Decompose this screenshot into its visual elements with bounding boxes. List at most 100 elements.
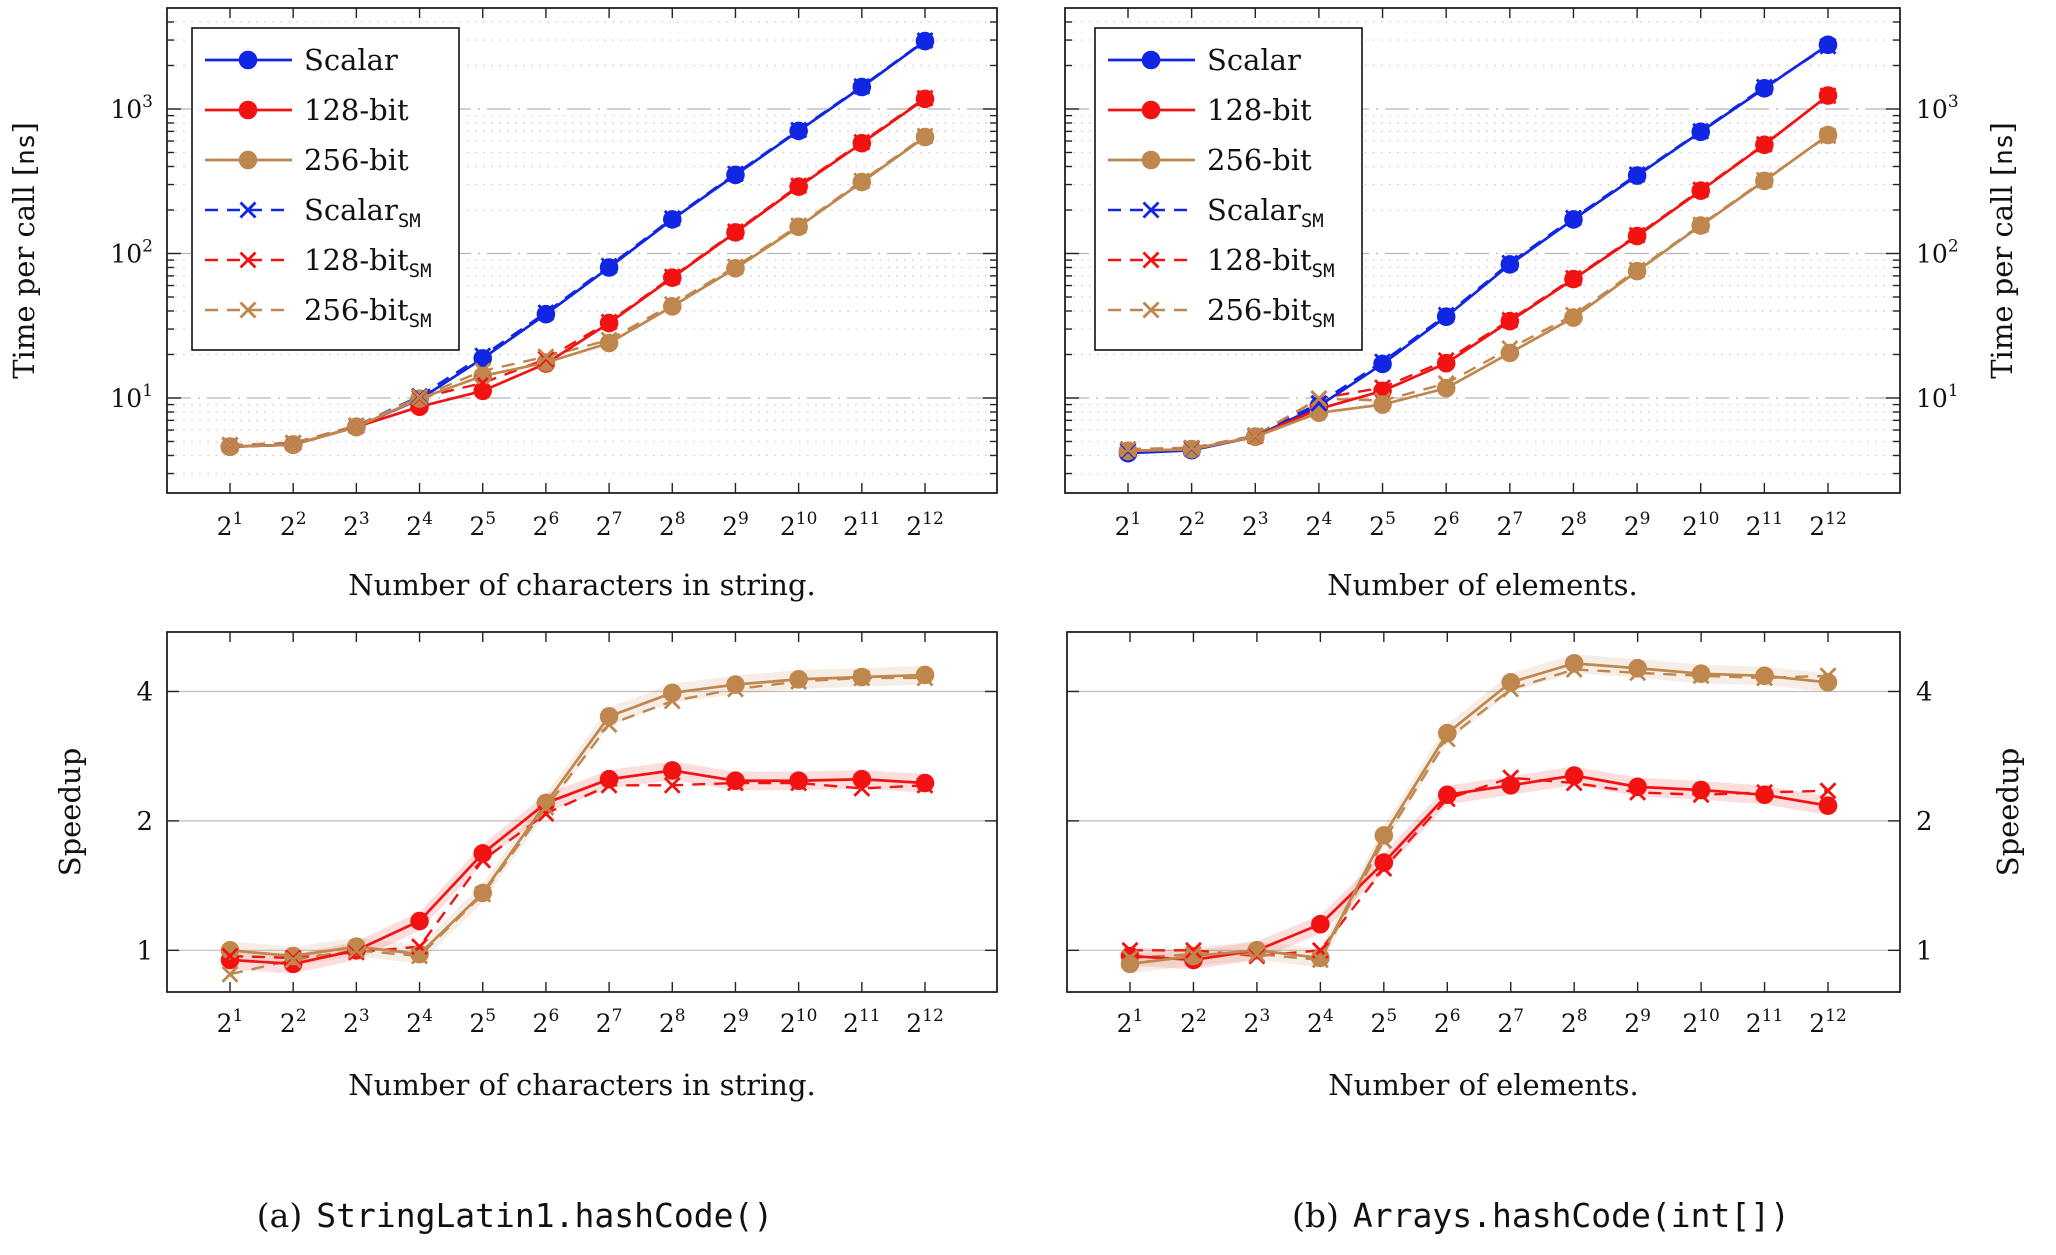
data-point-x bbox=[537, 798, 555, 816]
x-tick-label: 212 bbox=[906, 509, 944, 541]
data-point-x bbox=[221, 947, 239, 965]
x-tick-label: 23 bbox=[1242, 509, 1269, 541]
x-tick-label: 210 bbox=[1682, 509, 1720, 541]
y-tick-labels: 101 102 103 bbox=[1916, 92, 1959, 413]
legend-label: 256-bitSM bbox=[304, 293, 432, 332]
data-point-x bbox=[1374, 353, 1392, 371]
ticks bbox=[167, 632, 997, 992]
y-tick-labels: 101 102 103 bbox=[110, 92, 153, 413]
caption-a: (a) StringLatin1.hashCode() bbox=[0, 1196, 1030, 1235]
data-point-x bbox=[1564, 209, 1582, 227]
y-tick-labels: 1 2 4 bbox=[1916, 677, 1933, 966]
data-point-x bbox=[600, 716, 618, 734]
data-point bbox=[220, 941, 240, 960]
x-tick-label: 28 bbox=[1561, 1006, 1588, 1038]
series-bit128-band bbox=[230, 761, 925, 974]
x-tick-label: 28 bbox=[659, 1006, 686, 1038]
series-bit256-line bbox=[229, 673, 926, 958]
data-point-x bbox=[600, 257, 618, 275]
legend-label: 128-bitSM bbox=[1207, 243, 1335, 282]
data-point-x bbox=[790, 672, 808, 690]
legend-box bbox=[191, 27, 460, 351]
legend-label: 256-bit bbox=[304, 143, 409, 177]
series-bit128-band bbox=[1130, 766, 1828, 970]
x-tick-label: 26 bbox=[533, 509, 560, 541]
legend-label: 128-bit bbox=[304, 93, 409, 127]
series-bit256_sm-markers bbox=[1119, 127, 1837, 458]
data-point bbox=[536, 793, 556, 813]
data-point bbox=[662, 761, 682, 780]
x-tick-label: 210 bbox=[1682, 1006, 1720, 1038]
data-point bbox=[599, 333, 619, 353]
data-point-x bbox=[726, 222, 744, 240]
data-point-x bbox=[1375, 860, 1393, 877]
data-point-x bbox=[726, 165, 744, 183]
x-tick-label: 29 bbox=[722, 1006, 749, 1038]
legend-label: 128-bit bbox=[1207, 93, 1312, 127]
legend-label: 256-bit bbox=[1207, 143, 1312, 177]
legend-label: 256-bitSM bbox=[1207, 293, 1335, 332]
data-point bbox=[599, 769, 619, 789]
data-point bbox=[1374, 826, 1394, 845]
series-bit128-line bbox=[229, 769, 926, 966]
data-point-x bbox=[853, 133, 871, 151]
x-tick-label: 212 bbox=[906, 1006, 944, 1038]
x-axis-title: Number of elements. bbox=[1327, 568, 1637, 602]
data-point-x bbox=[663, 295, 681, 313]
data-point-x bbox=[600, 331, 618, 349]
data-point bbox=[1247, 941, 1267, 960]
data-point-x bbox=[1501, 254, 1519, 272]
data-point-x bbox=[1184, 941, 1202, 959]
data-point bbox=[1311, 914, 1330, 934]
data-point-x bbox=[600, 313, 618, 331]
data-point-x bbox=[1246, 427, 1264, 444]
legend-x-marker-icon bbox=[1142, 251, 1160, 269]
data-point-x bbox=[726, 774, 744, 792]
data-point-x bbox=[1184, 945, 1202, 963]
data-point bbox=[1691, 664, 1711, 683]
data-point-x bbox=[600, 776, 618, 794]
data-point-x bbox=[1628, 261, 1646, 279]
y-tick-label: 2 bbox=[136, 807, 153, 837]
data-point-x bbox=[1819, 782, 1837, 800]
legend-x-marker-icon bbox=[1142, 301, 1160, 319]
x-tick-label: 211 bbox=[843, 509, 881, 541]
data-point-x bbox=[1437, 374, 1455, 392]
data-point bbox=[1564, 654, 1584, 673]
y-tick-label: 102 bbox=[110, 236, 153, 268]
data-point bbox=[1501, 673, 1521, 692]
series-bit256_sm-line bbox=[229, 676, 925, 976]
y-tick-label: 101 bbox=[110, 381, 153, 413]
data-point-x bbox=[790, 177, 808, 195]
data-point-x bbox=[411, 388, 429, 406]
y-tick-label: 1 bbox=[136, 936, 153, 966]
x-tick-label: 212 bbox=[1809, 509, 1847, 541]
series-bit128_sm-markers bbox=[221, 774, 934, 967]
series-bit256-markers bbox=[220, 665, 935, 966]
y-tick-label: 103 bbox=[1916, 92, 1959, 124]
data-point-x bbox=[790, 774, 808, 792]
data-point-x bbox=[790, 121, 808, 139]
x-tick-label: 29 bbox=[1624, 1006, 1651, 1038]
data-point-x bbox=[474, 374, 492, 392]
y-axis-title: Time per call [ns] bbox=[1985, 122, 2019, 379]
x-tick-label: 212 bbox=[1809, 1006, 1847, 1038]
data-point-x bbox=[1121, 941, 1139, 959]
data-point-x bbox=[1374, 392, 1392, 410]
x-tick-label: 211 bbox=[1746, 509, 1784, 541]
chart-time-per-call-string: 21 22 23 24 25 26 27 28 29 210 211 212 101 102 103 Numb… bbox=[7, 7, 998, 602]
data-point-x bbox=[1756, 783, 1774, 801]
caption-b-code: Arrays.hashCode(int[]) bbox=[1352, 1196, 1790, 1235]
data-point-x bbox=[1119, 440, 1137, 458]
legend: Scalar 128-bit 256-bit ScalarSM 128-bitSM 256… bbox=[1094, 27, 1363, 351]
data-point-x bbox=[1755, 78, 1773, 96]
data-point-x bbox=[853, 172, 871, 190]
data-point-x bbox=[347, 941, 365, 959]
x-tick-label: 26 bbox=[533, 1006, 560, 1038]
data-point bbox=[1564, 308, 1583, 327]
legend-circle-marker-icon bbox=[238, 150, 258, 170]
data-point-x bbox=[916, 127, 934, 145]
legend-circle-marker-icon bbox=[1141, 100, 1161, 120]
